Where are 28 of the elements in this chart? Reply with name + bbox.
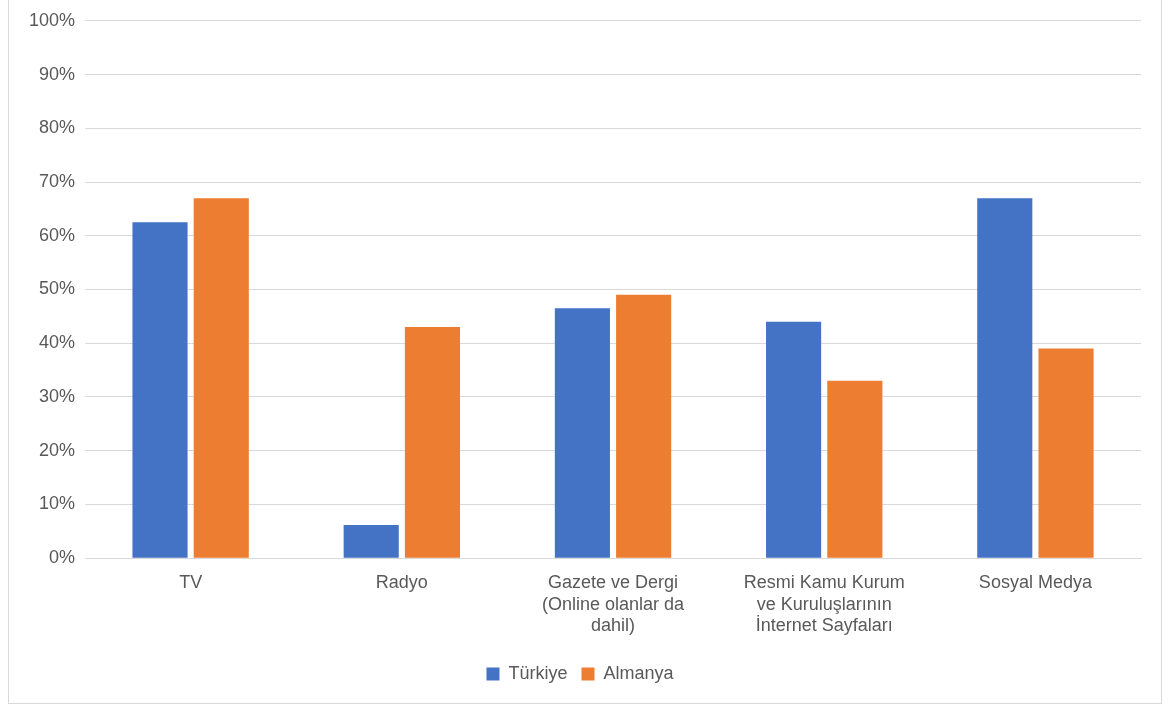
bar: [616, 294, 672, 558]
y-tick-label: 70%: [39, 170, 76, 191]
y-tick-label: 20%: [39, 439, 76, 460]
bar: [132, 222, 188, 558]
legend-label: Türkiye: [508, 662, 568, 683]
bar: [1038, 348, 1094, 558]
y-tick-label: 80%: [39, 117, 76, 138]
bar: [554, 308, 610, 558]
y-tick-label: 0%: [49, 547, 76, 568]
x-tick-label: Gazete ve Dergi (Online olanlar da dahil): [541, 571, 686, 636]
x-tick-label: TV: [179, 571, 203, 592]
bar: [827, 380, 883, 558]
bar: [766, 321, 822, 558]
x-tick-label: Resmi Kamu Kurum ve Kuruluşlarının İnternet Sayfaları: [743, 571, 905, 636]
bar: [193, 198, 249, 558]
y-tick-label: 100%: [28, 9, 76, 30]
y-tick-label: 90%: [39, 63, 76, 84]
y-tick-label: 10%: [39, 493, 76, 514]
x-tick-label: Radyo: [375, 571, 428, 592]
y-tick-label: 40%: [39, 332, 76, 353]
y-tick-label: 50%: [39, 278, 76, 299]
y-tick-label: 30%: [39, 385, 76, 406]
bar: [977, 198, 1033, 558]
bar: [404, 327, 461, 558]
x-tick-label: Sosyal Medya: [978, 571, 1093, 592]
legend-label: Almanya: [603, 662, 675, 683]
bar: [343, 524, 399, 558]
y-tick-label: 60%: [39, 224, 76, 245]
